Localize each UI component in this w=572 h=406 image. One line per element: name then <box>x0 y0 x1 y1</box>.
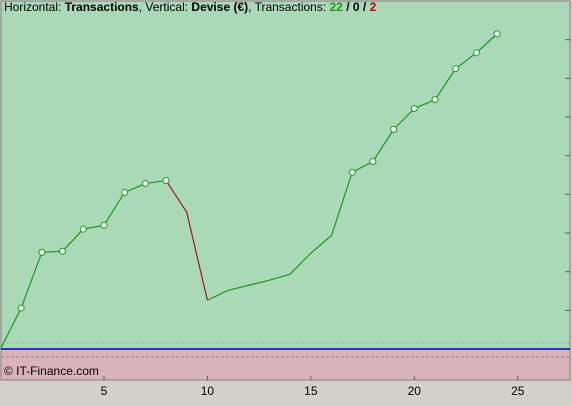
point <box>141 180 149 188</box>
x-tick-label: 15 <box>304 384 318 398</box>
point <box>452 65 460 73</box>
header-part: , Transactions: <box>248 0 329 14</box>
x-tick-label: 25 <box>511 384 525 398</box>
point <box>369 157 377 165</box>
header-part: Transactions <box>65 0 139 14</box>
header-part: 22 <box>330 0 344 14</box>
header-part: Devise (€) <box>191 0 248 14</box>
header-part: Horizontal: <box>4 0 65 14</box>
header-part: 2 <box>370 0 377 14</box>
x-tick-label: 20 <box>408 384 422 398</box>
loss-area <box>1 349 570 380</box>
plot-border <box>0 0 571 381</box>
point <box>100 221 108 229</box>
watermark: © IT-Finance.com <box>4 364 99 378</box>
point <box>17 304 25 312</box>
chart-header: Horizontal: Transactions, Vertical: Devi… <box>4 0 377 14</box>
point <box>472 49 480 57</box>
header-part: 0 <box>353 0 360 14</box>
point <box>79 225 87 233</box>
point <box>390 125 398 133</box>
point <box>348 168 356 176</box>
point <box>38 248 46 256</box>
series-line <box>165 180 208 301</box>
point <box>410 105 418 113</box>
header-part: / <box>343 0 353 14</box>
point <box>121 188 129 196</box>
point <box>162 176 170 184</box>
point <box>59 247 67 255</box>
x-tick-label: 10 <box>201 384 215 398</box>
point <box>493 30 501 38</box>
header-part: / <box>360 0 370 14</box>
profit-area <box>1 1 570 350</box>
point <box>431 96 439 104</box>
x-tick-label: 5 <box>101 384 108 398</box>
header-part: , Vertical: <box>139 0 192 14</box>
